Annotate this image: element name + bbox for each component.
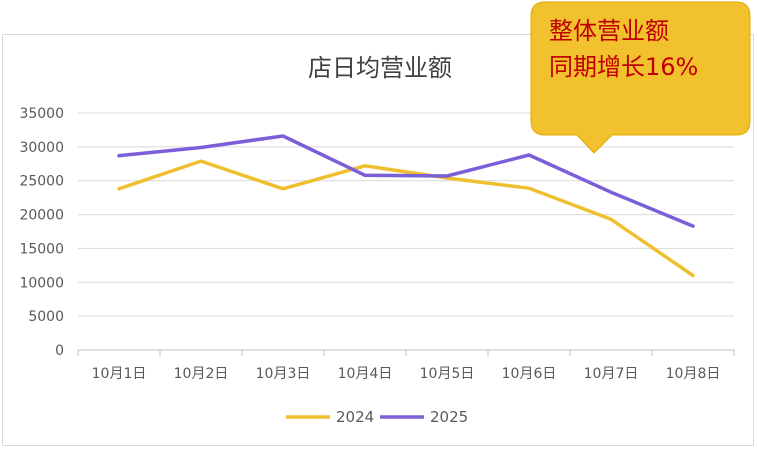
- series-line-2024: [117, 159, 695, 278]
- callout-line-1: 整体营业额: [549, 17, 669, 45]
- axes: 0 5000 10000 15000 20000 25000 30000 35000 10月1日…: [19, 106, 735, 382]
- legend-label-2024: 2024: [336, 408, 374, 426]
- legend: 2024 2025: [286, 408, 468, 426]
- y-tick-label: 20000: [19, 208, 64, 224]
- series-layer: [117, 134, 695, 278]
- y-tick-label: 25000: [19, 174, 64, 190]
- x-tick-label: 10月3日: [256, 366, 311, 382]
- y-tick-label: 35000: [19, 106, 64, 122]
- callout-bubble: [530, 1, 751, 154]
- y-tick-label: 10000: [19, 275, 64, 291]
- x-tick-label: 10月8日: [666, 366, 721, 382]
- legend-label-2025: 2025: [430, 408, 468, 426]
- x-tick-label: 10月4日: [338, 366, 393, 382]
- chart-title: 店日均营业额: [308, 54, 452, 82]
- x-tick-label: 10月6日: [502, 366, 557, 382]
- callout-annotation: 整体营业额 同期增长16%: [530, 1, 751, 154]
- y-tick-label: 30000: [19, 140, 64, 156]
- y-tick-label: 5000: [28, 309, 64, 325]
- y-tick-label: 15000: [19, 241, 64, 257]
- x-tick-label: 10月1日: [92, 366, 147, 382]
- series-line-2025: [117, 134, 695, 228]
- gridlines: [78, 112, 734, 351]
- x-tick-label: 10月7日: [584, 366, 639, 382]
- y-tick-label: 0: [55, 343, 64, 359]
- x-tick-label: 10月5日: [420, 366, 475, 382]
- x-tick-label: 10月2日: [174, 366, 229, 382]
- callout-line-2: 同期增长16%: [549, 53, 698, 81]
